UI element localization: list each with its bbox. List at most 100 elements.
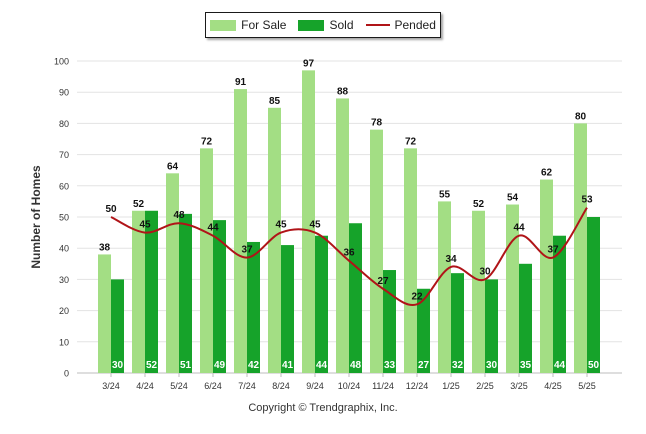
data-label-sold: 33 — [384, 360, 396, 371]
legend-label-sold: Sold — [329, 18, 354, 32]
data-label-pended: 45 — [309, 220, 321, 231]
x-tick-label: 8/24 — [272, 381, 290, 391]
data-label-for-sale: 38 — [99, 242, 111, 253]
data-label-pended: 27 — [377, 276, 389, 287]
y-tick-label: 50 — [59, 213, 69, 223]
data-label-sold: 42 — [248, 360, 260, 371]
x-tick-label: 1/25 — [442, 381, 460, 391]
data-label-for-sale: 64 — [167, 161, 179, 172]
bar-for-sale — [336, 98, 349, 373]
bar-for-sale — [438, 201, 451, 373]
data-label-pended: 44 — [207, 223, 219, 234]
x-tick-label: 4/24 — [136, 381, 154, 391]
data-label-pended: 36 — [343, 248, 355, 259]
y-tick-label: 10 — [59, 337, 69, 347]
bar-sold — [111, 279, 124, 373]
bar-sold — [349, 223, 362, 373]
data-label-sold: 44 — [554, 360, 566, 371]
data-label-pended: 45 — [139, 220, 151, 231]
data-label-sold: 41 — [282, 360, 294, 371]
x-tick-label: 7/24 — [238, 381, 256, 391]
bar-for-sale — [404, 148, 417, 373]
data-label-sold: 35 — [520, 360, 532, 371]
x-tick-label: 3/24 — [102, 381, 120, 391]
data-label-pended: 44 — [513, 223, 525, 234]
data-label-pended: 45 — [275, 220, 287, 231]
bar-for-sale — [370, 129, 383, 373]
data-label-for-sale: 80 — [575, 111, 587, 122]
data-label-for-sale: 52 — [133, 199, 145, 210]
bar-sold — [417, 288, 430, 373]
x-tick-label: 10/24 — [338, 381, 361, 391]
bar-for-sale — [472, 210, 485, 373]
data-label-sold: 51 — [180, 360, 192, 371]
data-label-for-sale: 55 — [439, 189, 451, 200]
bar-sold — [485, 279, 498, 373]
bar-sold — [451, 273, 464, 373]
legend-label-pended: Pended — [394, 18, 436, 32]
legend-item-sold[interactable]: Sold — [298, 18, 354, 32]
y-tick-label: 60 — [59, 181, 69, 191]
x-tick-label: 9/24 — [306, 381, 324, 391]
data-label-sold: 27 — [418, 360, 430, 371]
legend-item-for-sale[interactable]: For Sale — [210, 18, 286, 32]
x-tick-label: 2/25 — [476, 381, 494, 391]
bar-sold — [519, 263, 532, 373]
x-tick-label: 5/24 — [170, 381, 188, 391]
y-axis-label: Number of Homes — [29, 165, 43, 269]
data-label-sold: 44 — [316, 360, 328, 371]
y-tick-label: 20 — [59, 306, 69, 316]
legend-swatch-sold — [298, 19, 325, 31]
pended-line — [110, 207, 588, 307]
bar-for-sale — [200, 148, 213, 373]
data-label-sold: 32 — [452, 360, 464, 371]
x-tick-label: 12/24 — [406, 381, 429, 391]
bar-sold — [587, 217, 600, 373]
bar-for-sale — [234, 89, 247, 373]
data-label-pended: 22 — [411, 291, 423, 302]
legend-swatch-for-sale — [210, 19, 237, 31]
data-label-for-sale: 72 — [201, 136, 213, 147]
bar-for-sale — [132, 210, 145, 373]
data-label-for-sale: 78 — [371, 118, 383, 129]
data-label-sold: 49 — [214, 360, 226, 371]
data-label-pended: 48 — [173, 210, 185, 221]
y-tick-label: 90 — [59, 88, 69, 98]
bar-sold — [213, 220, 226, 373]
bar-for-sale — [540, 179, 553, 373]
data-label-pended: 34 — [445, 254, 457, 265]
data-label-pended: 37 — [547, 245, 559, 256]
data-label-for-sale: 91 — [235, 77, 247, 88]
bar-for-sale — [166, 173, 179, 373]
legend-label-for-sale: For Sale — [241, 18, 287, 32]
data-label-for-sale: 54 — [507, 193, 519, 204]
bar-sold — [315, 235, 328, 373]
y-tick-label: 80 — [59, 119, 69, 129]
data-label-for-sale: 97 — [303, 58, 315, 69]
data-label-for-sale: 85 — [269, 96, 281, 107]
data-label-for-sale: 62 — [541, 168, 553, 179]
data-label-pended: 50 — [105, 204, 117, 215]
data-label-pended: 37 — [241, 245, 253, 256]
y-tick-label: 70 — [59, 150, 69, 160]
bar-sold — [247, 241, 260, 373]
data-label-for-sale: 72 — [405, 136, 417, 147]
legend-swatch-pended — [365, 24, 390, 26]
bar-sold — [281, 245, 294, 373]
x-tick-label: 4/25 — [544, 381, 562, 391]
data-label-for-sale: 88 — [337, 86, 349, 97]
x-tick-label: 5/25 — [578, 381, 596, 391]
y-tick-label: 30 — [59, 275, 69, 285]
bar-for-sale — [302, 70, 315, 374]
data-label-sold: 50 — [588, 360, 600, 371]
bar-for-sale — [268, 107, 281, 374]
x-tick-label: 6/24 — [204, 381, 222, 391]
data-label-sold: 48 — [350, 360, 362, 371]
data-label-sold: 30 — [112, 360, 124, 371]
bar-sold — [553, 235, 566, 373]
x-tick-label: 11/24 — [372, 381, 394, 391]
legend-item-pended[interactable]: Pended — [365, 18, 436, 32]
bar-sold — [145, 210, 158, 373]
bar-for-sale — [574, 123, 587, 374]
